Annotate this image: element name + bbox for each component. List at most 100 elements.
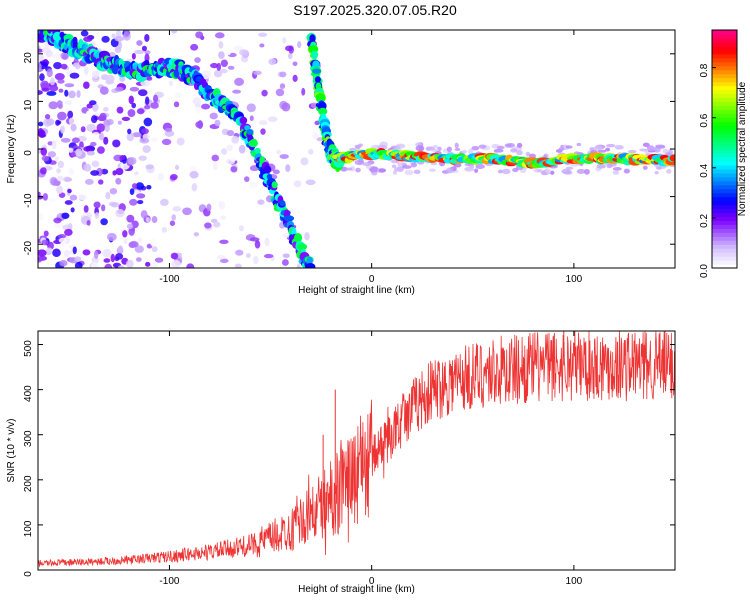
heatmap-ylabel: Frequency (Hz) xyxy=(6,115,17,184)
colorbar-swatch xyxy=(712,53,737,59)
heatmap-noise-cell xyxy=(39,73,45,82)
colorbar-swatch xyxy=(712,208,737,214)
heatmap-noise-cell xyxy=(285,164,291,172)
heatmap-noise-cell xyxy=(46,90,57,96)
heatmap-noise-cell xyxy=(51,140,57,150)
heatmap-halo-cell xyxy=(355,167,361,173)
heatmap-noise-cell xyxy=(56,168,62,174)
heatmap-noise-cell xyxy=(125,259,134,268)
heatmap-noise-cell xyxy=(49,77,56,86)
colorbar-swatch xyxy=(712,224,737,229)
heatmap-noise-cell xyxy=(281,259,289,266)
heatmap-noise-cell xyxy=(70,123,77,132)
heatmap-noise-cell xyxy=(264,237,270,247)
heatmap-noise-cell xyxy=(227,65,235,70)
heatmap-noise-cell xyxy=(48,101,59,110)
heatmap-halo-cell xyxy=(655,144,666,148)
heatmap-noise-cell xyxy=(137,200,144,205)
heatmap-ridge-cell xyxy=(312,68,322,74)
heatmap-noise-cell xyxy=(174,164,180,171)
heatmap-noise-cell xyxy=(127,109,136,117)
heatmap-noise-cell xyxy=(111,33,116,38)
heatmap-noise-cell xyxy=(233,45,243,51)
heatmap-noise-cell xyxy=(70,152,77,158)
heatmap-noise-cell xyxy=(46,68,53,78)
heatmap-noise-cell xyxy=(56,175,64,182)
colorbar-swatch xyxy=(712,89,737,95)
heatmap-noise-cell xyxy=(249,115,254,122)
heatmap-noise-cell xyxy=(128,95,134,105)
colorbar-swatch xyxy=(712,180,737,186)
heatmap-noise-cell xyxy=(43,230,49,237)
heatmap-noise-cell xyxy=(131,102,137,109)
colorbar-swatch xyxy=(712,156,737,162)
heatmap-noise-cell xyxy=(69,194,78,201)
heatmap-ridge-cell xyxy=(271,181,278,189)
snr-xlabel: Height of straight line (km) xyxy=(298,584,415,595)
heatmap-noise-cell xyxy=(80,30,89,37)
colorbar-swatch xyxy=(712,129,737,134)
heatmap-noise-cell xyxy=(123,238,128,245)
heatmap-noise-cell xyxy=(127,157,137,166)
heatmap-noise-cell xyxy=(56,100,63,109)
heatmap-noise-cell xyxy=(219,258,229,264)
heatmap-noise-cell xyxy=(91,160,100,168)
heatmap-halo-cell xyxy=(428,168,436,172)
heatmap-xtick-label: 100 xyxy=(566,274,583,285)
heatmap-halo-cell xyxy=(468,148,474,155)
heatmap-halo-cell xyxy=(666,169,672,174)
heatmap-noise-cell xyxy=(209,112,218,120)
heatmap-halo-cell xyxy=(550,170,555,175)
heatmap-noise-cell xyxy=(154,257,164,263)
heatmap-halo-cell xyxy=(647,146,657,152)
heatmap-halo-cell xyxy=(516,150,523,156)
heatmap-noise-cell xyxy=(214,119,221,127)
heatmap-noise-cell xyxy=(92,132,100,137)
heatmap-halo-cell xyxy=(390,159,398,164)
colorbar-swatch xyxy=(712,236,737,241)
heatmap-noise-cell xyxy=(60,125,65,134)
heatmap-noise-cell xyxy=(167,110,176,117)
heatmap-noise-cell xyxy=(226,129,235,137)
snr-ytick-label: 200 xyxy=(23,475,34,492)
colorbar-swatch xyxy=(712,168,737,174)
colorbar-tick-label: 0.6 xyxy=(699,113,710,127)
colorbar-swatch xyxy=(712,172,737,178)
heatmap-halo-cell xyxy=(596,163,606,169)
colorbar-swatch xyxy=(712,33,737,39)
colorbar-swatch xyxy=(712,244,737,249)
heatmap-noise-cell xyxy=(282,253,290,259)
heatmap-noise-cell xyxy=(234,77,245,87)
heatmap-noise-cell xyxy=(281,102,291,112)
snr-xtick-label: 100 xyxy=(566,576,583,587)
heatmap-noise-cell xyxy=(231,135,240,144)
heatmap-noise-cell xyxy=(106,232,117,242)
heatmap-noise-cell xyxy=(68,168,74,176)
heatmap-noise-cell xyxy=(38,249,47,257)
heatmap-ridge-cell xyxy=(293,233,303,243)
heatmap-noise-cell xyxy=(74,256,82,262)
heatmap-noise-cell xyxy=(140,210,148,219)
snr-ytick-label: 500 xyxy=(23,340,34,357)
heatmap-noise-cell xyxy=(149,238,158,247)
heatmap-halo-cell xyxy=(597,149,607,153)
heatmap-noise-cell xyxy=(38,256,43,263)
heatmap-noise-cell xyxy=(170,252,179,260)
heatmap-noise-cell xyxy=(213,221,221,228)
heatmap-noise-cell xyxy=(141,45,147,52)
colorbar-swatch xyxy=(712,256,737,261)
heatmap-noise-cell xyxy=(90,141,97,147)
heatmap-noise-cell xyxy=(293,180,302,188)
heatmap-noise-cell xyxy=(103,136,109,145)
colorbar-swatch xyxy=(712,57,737,63)
heatmap-noise-cell xyxy=(136,257,142,262)
colorbar-swatch xyxy=(712,81,737,87)
colorbar-swatch xyxy=(712,200,737,206)
heatmap-noise-cell xyxy=(131,52,136,60)
heatmap-cells xyxy=(38,30,675,268)
heatmap-noise-cell xyxy=(86,220,91,226)
heatmap-ridge-cell xyxy=(246,128,254,135)
heatmap-noise-cell xyxy=(282,37,287,44)
heatmap-noise-cell xyxy=(132,132,142,138)
snr-xtick-label: -100 xyxy=(159,576,179,587)
